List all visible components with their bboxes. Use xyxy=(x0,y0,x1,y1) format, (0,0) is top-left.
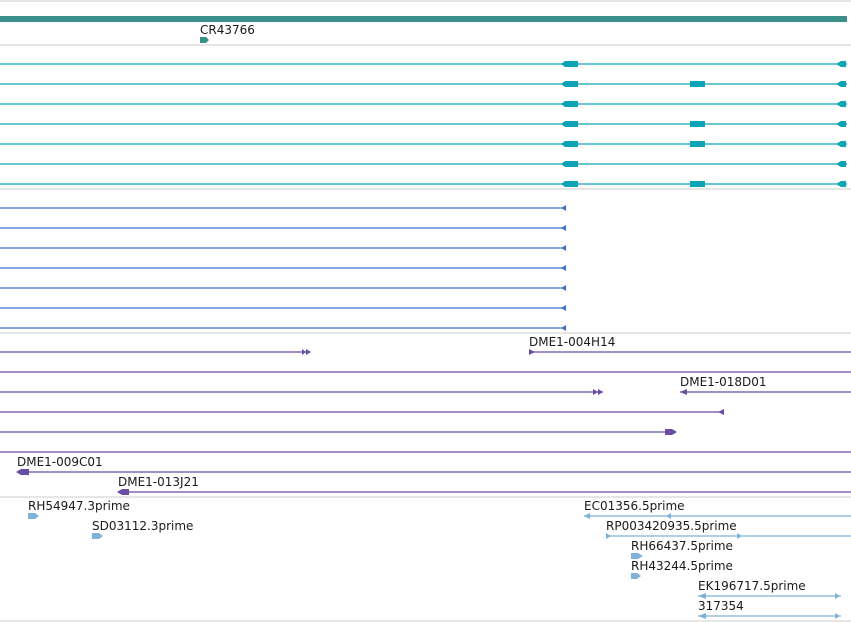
transcript-row[interactable] xyxy=(0,61,847,67)
mrna-row[interactable] xyxy=(0,245,566,251)
transcript-row[interactable] xyxy=(0,121,847,127)
transcript-row[interactable] xyxy=(0,161,847,167)
mrna-row[interactable] xyxy=(0,265,566,271)
est-sd03112-glyph[interactable] xyxy=(92,533,103,539)
transcript-track xyxy=(0,61,847,187)
est-label-ek196717[interactable]: EK196717.5prime xyxy=(698,579,806,593)
est-label-ec01356[interactable]: EC01356.5prime xyxy=(584,499,685,513)
est-track: RH54947.3prime SD03112.3prime EC01356.5p… xyxy=(28,499,851,619)
mrna-row[interactable] xyxy=(0,225,566,231)
transcript-row[interactable] xyxy=(0,141,847,147)
est-rp003420935-glyph[interactable] xyxy=(606,533,851,539)
est-rh54947-glyph[interactable] xyxy=(28,513,39,519)
transcript-row[interactable] xyxy=(0,81,847,87)
est-rh66437-glyph[interactable] xyxy=(631,553,643,559)
est-ek196717-glyph[interactable] xyxy=(698,593,841,599)
mrna-row[interactable] xyxy=(0,205,566,211)
gene-cr43766-glyph[interactable] xyxy=(200,37,209,43)
est-317354-glyph[interactable] xyxy=(698,613,841,619)
clone-label-018d01[interactable]: DME1-018D01 xyxy=(680,375,767,389)
clone-row[interactable] xyxy=(680,389,851,395)
clone-label-009c01[interactable]: DME1-009C01 xyxy=(17,455,103,469)
est-label-rh54947[interactable]: RH54947.3prime xyxy=(28,499,130,513)
clone-label-013j21[interactable]: DME1-013J21 xyxy=(118,475,199,489)
est-label-sd03112[interactable]: SD03112.3prime xyxy=(92,519,193,533)
clone-row[interactable] xyxy=(0,349,311,355)
est-ec01356-glyph[interactable] xyxy=(584,513,851,519)
clone-row[interactable] xyxy=(0,409,724,415)
clone-row[interactable] xyxy=(0,389,603,395)
clone-row[interactable] xyxy=(117,489,851,495)
transcript-row[interactable] xyxy=(0,181,847,187)
mrna-row[interactable] xyxy=(0,305,566,311)
est-label-rh43244[interactable]: RH43244.5prime xyxy=(631,559,733,573)
mrna-row[interactable] xyxy=(0,325,566,331)
est-label-rp003420935[interactable]: RP003420935.5prime xyxy=(606,519,737,533)
clone-row[interactable] xyxy=(16,469,851,475)
clone-row[interactable] xyxy=(0,429,677,435)
est-rh43244-glyph[interactable] xyxy=(631,573,641,579)
mrna-track xyxy=(0,205,566,331)
gene-label-cr43766[interactable]: CR43766 xyxy=(200,23,255,37)
clone-label-004h14[interactable]: DME1-004H14 xyxy=(529,335,615,349)
est-label-317354[interactable]: 317354 xyxy=(698,599,744,613)
gene-span-bar[interactable] xyxy=(0,16,847,22)
est-label-rh66437[interactable]: RH66437.5prime xyxy=(631,539,733,553)
clone-row[interactable] xyxy=(529,349,851,355)
mrna-row[interactable] xyxy=(0,285,566,291)
transcript-row[interactable] xyxy=(0,101,847,107)
clone-track: DME1-004H14 DME1-018D01 xyxy=(0,335,851,495)
